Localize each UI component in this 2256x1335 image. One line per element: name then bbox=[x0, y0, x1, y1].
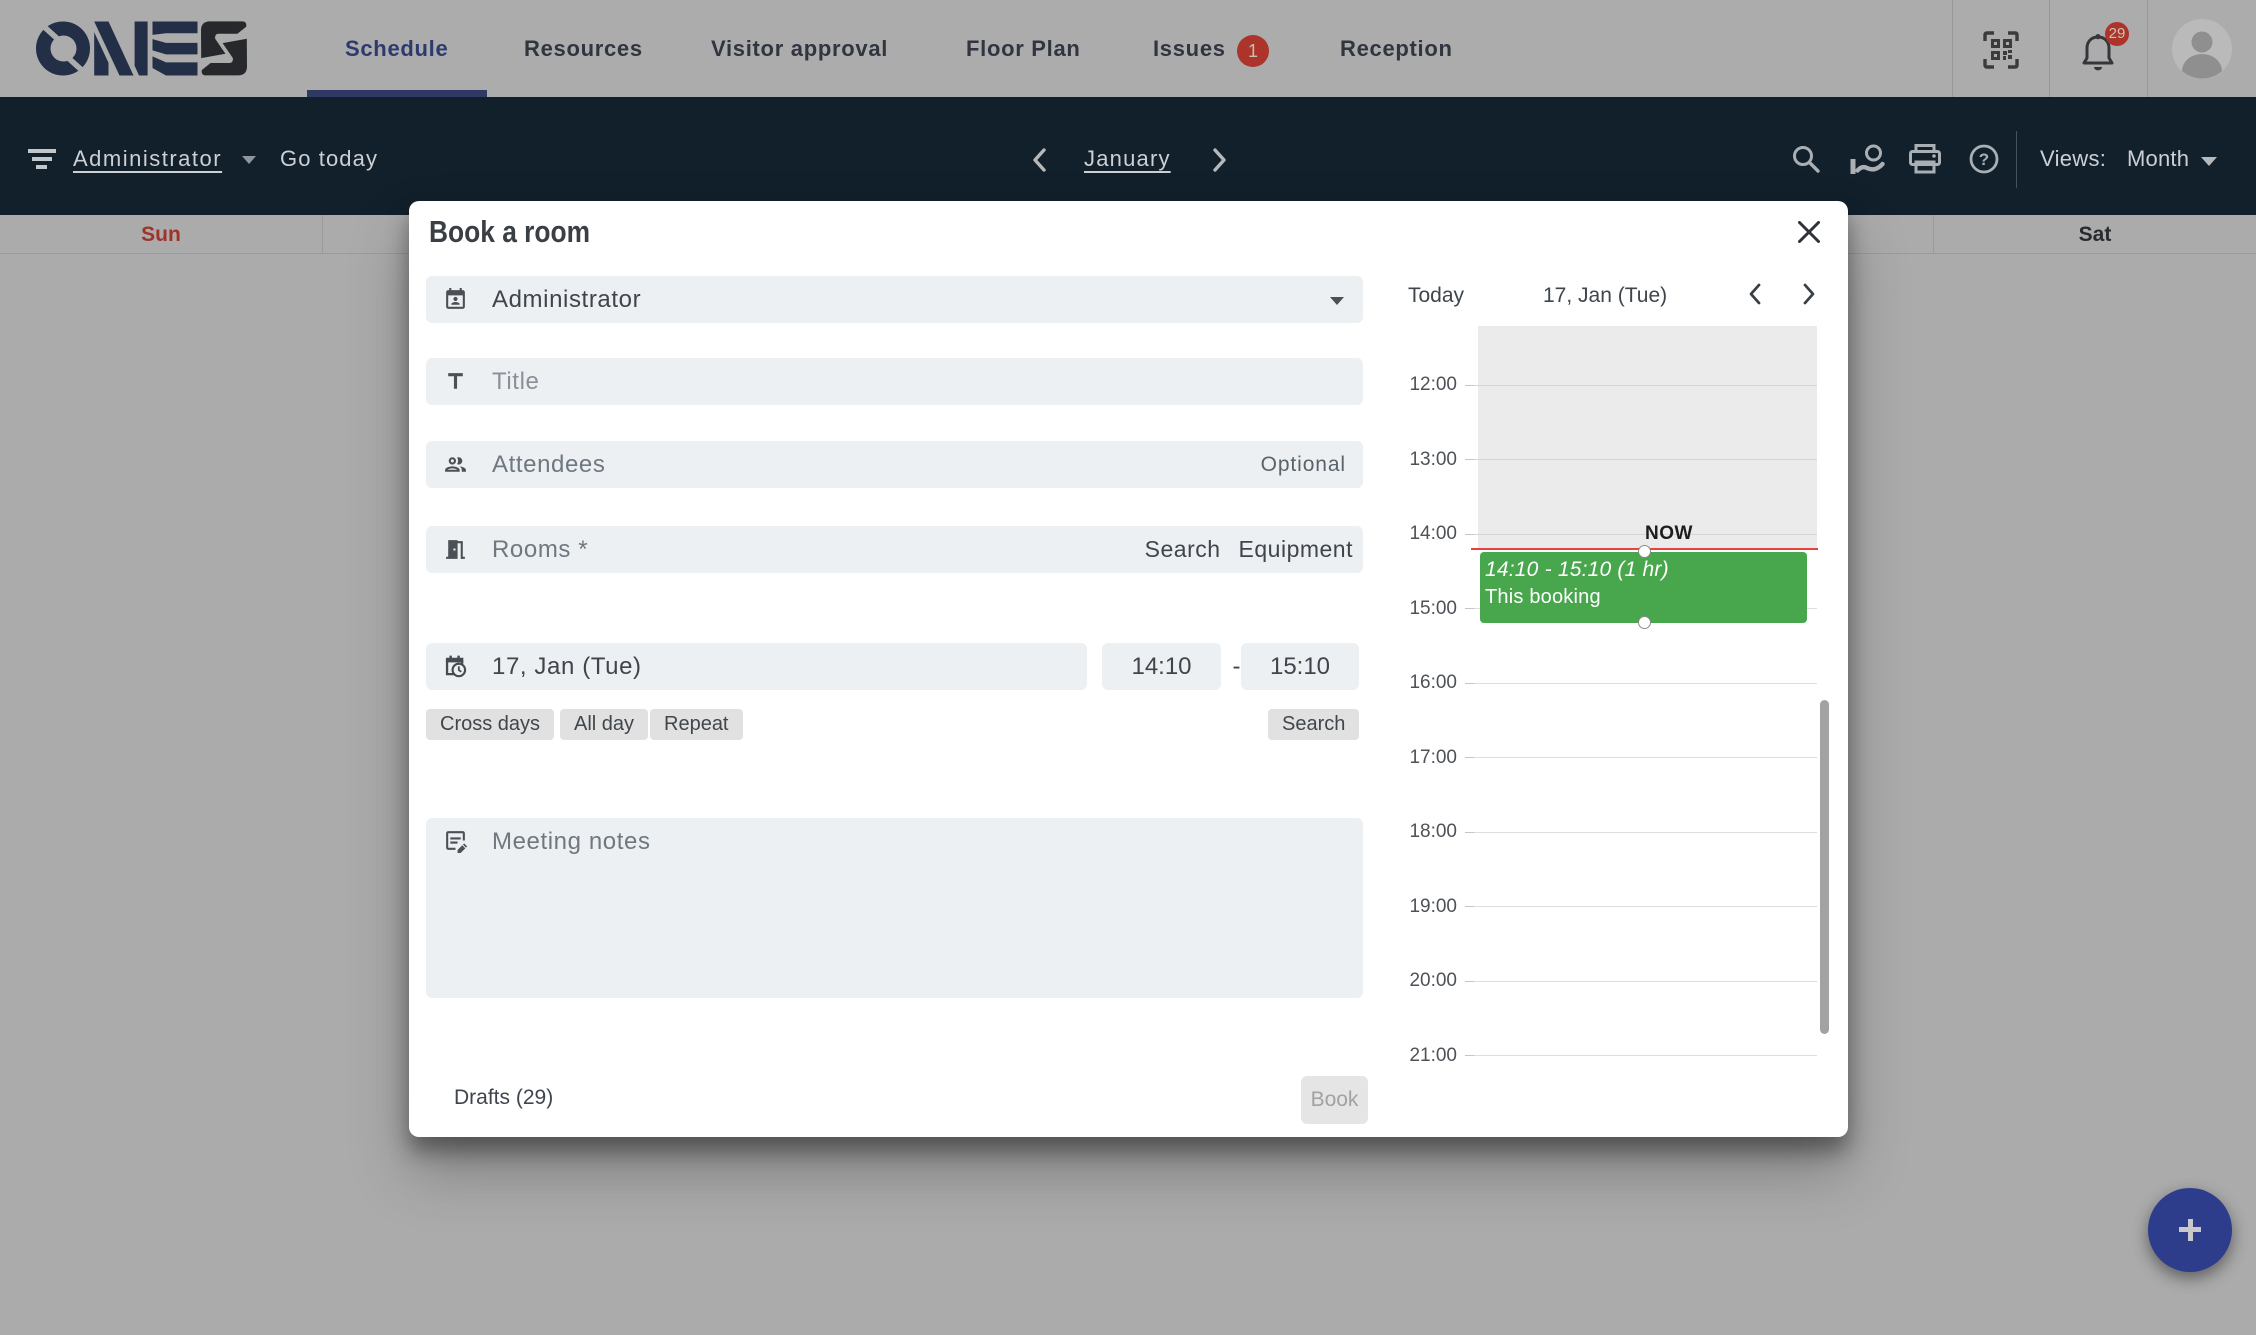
svg-text:?: ? bbox=[1979, 150, 1989, 169]
